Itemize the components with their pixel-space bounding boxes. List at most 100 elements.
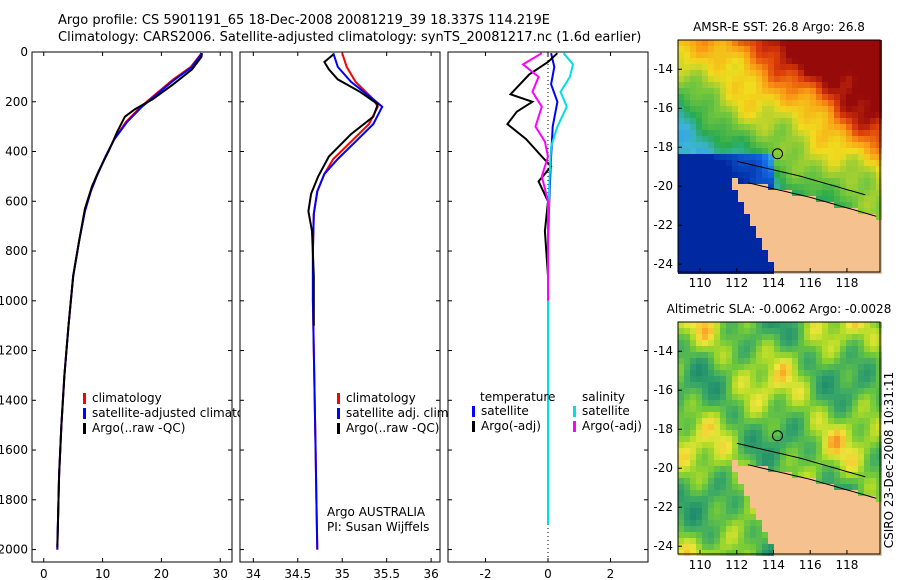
- map-cell: [738, 268, 744, 274]
- map-cell: [726, 334, 732, 340]
- map-cell: [852, 244, 858, 250]
- map-cell: [810, 508, 816, 514]
- map-cell: [858, 166, 864, 172]
- map-cell: [852, 256, 858, 262]
- map-cell: [810, 490, 816, 496]
- map-cell: [804, 250, 810, 256]
- map-cell: [768, 112, 774, 118]
- map-cell: [750, 100, 756, 106]
- map-cell: [738, 322, 744, 328]
- map-cell: [804, 238, 810, 244]
- map-cell: [816, 448, 822, 454]
- map-cell: [762, 538, 768, 544]
- map-cell: [756, 478, 762, 484]
- map-cell: [870, 322, 876, 328]
- map-cell: [684, 436, 690, 442]
- map-cell: [768, 514, 774, 520]
- map-cell: [858, 376, 864, 382]
- map-cell: [762, 328, 768, 334]
- map-cell: [684, 514, 690, 520]
- map-cell: [804, 478, 810, 484]
- map-cell: [684, 142, 690, 148]
- map-cell: [768, 406, 774, 412]
- map-cell: [780, 484, 786, 490]
- map-cell: [750, 436, 756, 442]
- map-cell: [858, 196, 864, 202]
- map-cell: [780, 490, 786, 496]
- map-cell: [690, 484, 696, 490]
- map-cell: [732, 406, 738, 412]
- map-cell: [762, 52, 768, 58]
- map-cell: [738, 430, 744, 436]
- map-cell: [876, 160, 882, 166]
- map-cell: [732, 436, 738, 442]
- map-cell: [732, 514, 738, 520]
- map-cell: [684, 388, 690, 394]
- map-cell: [702, 322, 708, 328]
- map-cell: [822, 412, 828, 418]
- sla_map-argo-position-marker: [772, 430, 784, 442]
- map-cell: [768, 184, 774, 190]
- map-cell: [870, 166, 876, 172]
- map-cell: [792, 532, 798, 538]
- map-cell: [774, 142, 780, 148]
- map-cell: [846, 94, 852, 100]
- map-cell: [708, 358, 714, 364]
- map-cell: [744, 232, 750, 238]
- map-cell: [750, 124, 756, 130]
- map-cell: [750, 388, 756, 394]
- map-cell: [678, 538, 684, 544]
- map-cell: [774, 484, 780, 490]
- map-cell: [756, 64, 762, 70]
- map-cell: [708, 52, 714, 58]
- map-cell: [786, 340, 792, 346]
- map-cell: [834, 502, 840, 508]
- map-cell: [720, 514, 726, 520]
- map-cell: [774, 454, 780, 460]
- map-cell: [780, 256, 786, 262]
- map-cell: [732, 376, 738, 382]
- title-line-1: Argo profile: CS 5901191_65 18-Dec-2008 …: [58, 13, 550, 28]
- map-cell: [792, 94, 798, 100]
- map-cell: [852, 154, 858, 160]
- map-cell: [774, 322, 780, 328]
- map-cell: [852, 124, 858, 130]
- map-cell: [846, 262, 852, 268]
- map-cell: [684, 154, 690, 160]
- map-cell: [852, 436, 858, 442]
- map-cell: [684, 472, 690, 478]
- map-cell: [684, 412, 690, 418]
- map-cell: [762, 244, 768, 250]
- map-cell: [828, 412, 834, 418]
- map-cell: [726, 226, 732, 232]
- map-cell: [780, 40, 786, 46]
- map-cell: [708, 106, 714, 112]
- map-cell: [858, 202, 864, 208]
- map-cell: [678, 88, 684, 94]
- map-cell: [828, 496, 834, 502]
- map-cell: [780, 550, 786, 556]
- map-cell: [678, 436, 684, 442]
- map-cell: [876, 100, 882, 106]
- map-cell: [840, 406, 846, 412]
- map-cell: [786, 406, 792, 412]
- map-cell: [786, 520, 792, 526]
- map-cell: [780, 100, 786, 106]
- map-cell: [810, 82, 816, 88]
- temperature-y-tick-label: 600: [5, 194, 28, 208]
- map-cell: [816, 454, 822, 460]
- map-cell: [696, 214, 702, 220]
- map-cell: [732, 124, 738, 130]
- temperature-y-tick-label: 2000: [0, 543, 28, 557]
- map-cell: [756, 520, 762, 526]
- map-cell: [720, 232, 726, 238]
- map-cell: [744, 136, 750, 142]
- map-cell: [750, 190, 756, 196]
- map-cell: [750, 442, 756, 448]
- map-cell: [732, 130, 738, 136]
- map-cell: [684, 64, 690, 70]
- map-cell: [852, 472, 858, 478]
- map-cell: [738, 484, 744, 490]
- map-cell: [840, 58, 846, 64]
- map-cell: [732, 490, 738, 496]
